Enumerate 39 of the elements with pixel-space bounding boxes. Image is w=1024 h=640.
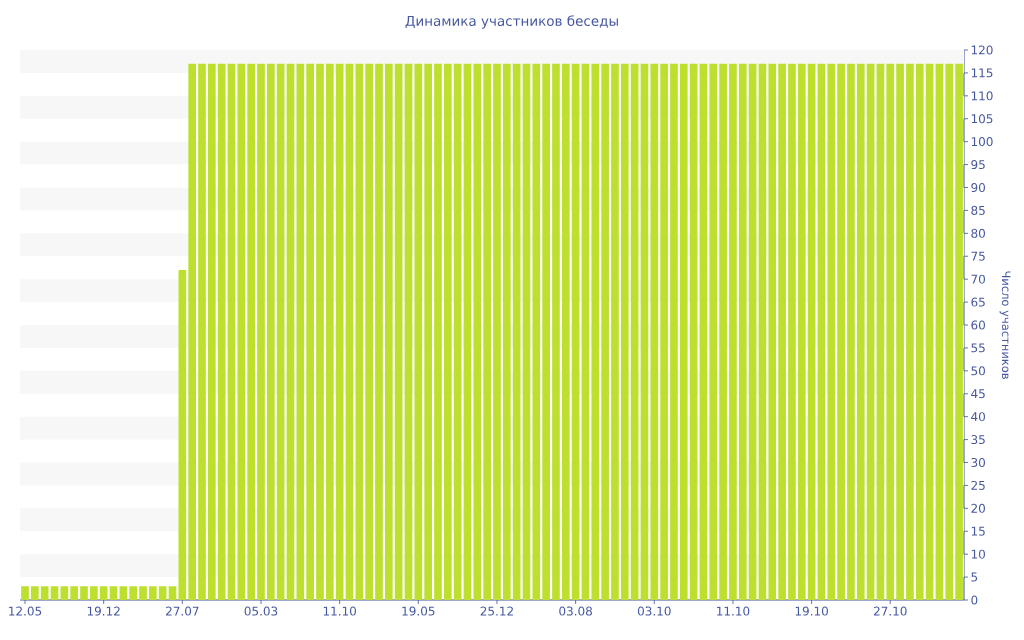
- y-tick-label: 40: [971, 412, 985, 422]
- x-tick-label: 19.12: [87, 606, 120, 616]
- y-tick-label: 35: [971, 435, 985, 445]
- y-tick-label: 0: [971, 595, 978, 605]
- y-tick-label: 75: [971, 251, 985, 261]
- y-tick-label: 25: [971, 480, 985, 490]
- x-tick-label: 19.10: [795, 606, 828, 616]
- x-tick-label: 11.10: [717, 606, 750, 616]
- x-tick-label: 12.05: [9, 606, 42, 616]
- y-axis-title: Число участников: [999, 271, 1011, 379]
- x-tick-label: 03.10: [637, 606, 671, 616]
- y-tick-label: 100: [971, 137, 993, 147]
- y-tick-label: 120: [971, 45, 993, 55]
- y-tick-label: 20: [971, 503, 985, 513]
- y-tick-label: 65: [971, 297, 985, 307]
- y-tick-label: 15: [971, 526, 985, 536]
- y-tick-label: 105: [971, 114, 993, 124]
- y-tick-label: 95: [971, 160, 985, 170]
- x-tick-label: 05.03: [244, 606, 278, 616]
- x-tick-label: 27.07: [166, 606, 199, 616]
- x-tick-label: 25.12: [480, 606, 513, 616]
- y-tick-label: 85: [971, 205, 985, 215]
- x-tick-label: 19.05: [402, 606, 435, 616]
- y-tick-label: 50: [971, 366, 985, 376]
- y-tick-label: 10: [971, 549, 985, 559]
- chart-title: Динамика участников беседы: [405, 15, 618, 29]
- y-tick-label: 60: [971, 320, 985, 330]
- y-tick-label: 110: [971, 91, 993, 101]
- x-tick-label: 03.08: [559, 606, 592, 616]
- y-tick-label: 80: [971, 228, 985, 238]
- y-tick-label: 55: [971, 343, 985, 353]
- y-tick-label: 30: [971, 457, 985, 468]
- x-tick-label: 27.10: [873, 606, 907, 616]
- y-tick-label: 115: [971, 68, 993, 78]
- x-tick-label: 11.10: [323, 606, 357, 616]
- y-tick-label: 70: [971, 274, 985, 284]
- y-tick-label: 90: [971, 182, 985, 193]
- y-tick-label: 5: [971, 572, 978, 582]
- y-tick-label: 45: [971, 389, 985, 399]
